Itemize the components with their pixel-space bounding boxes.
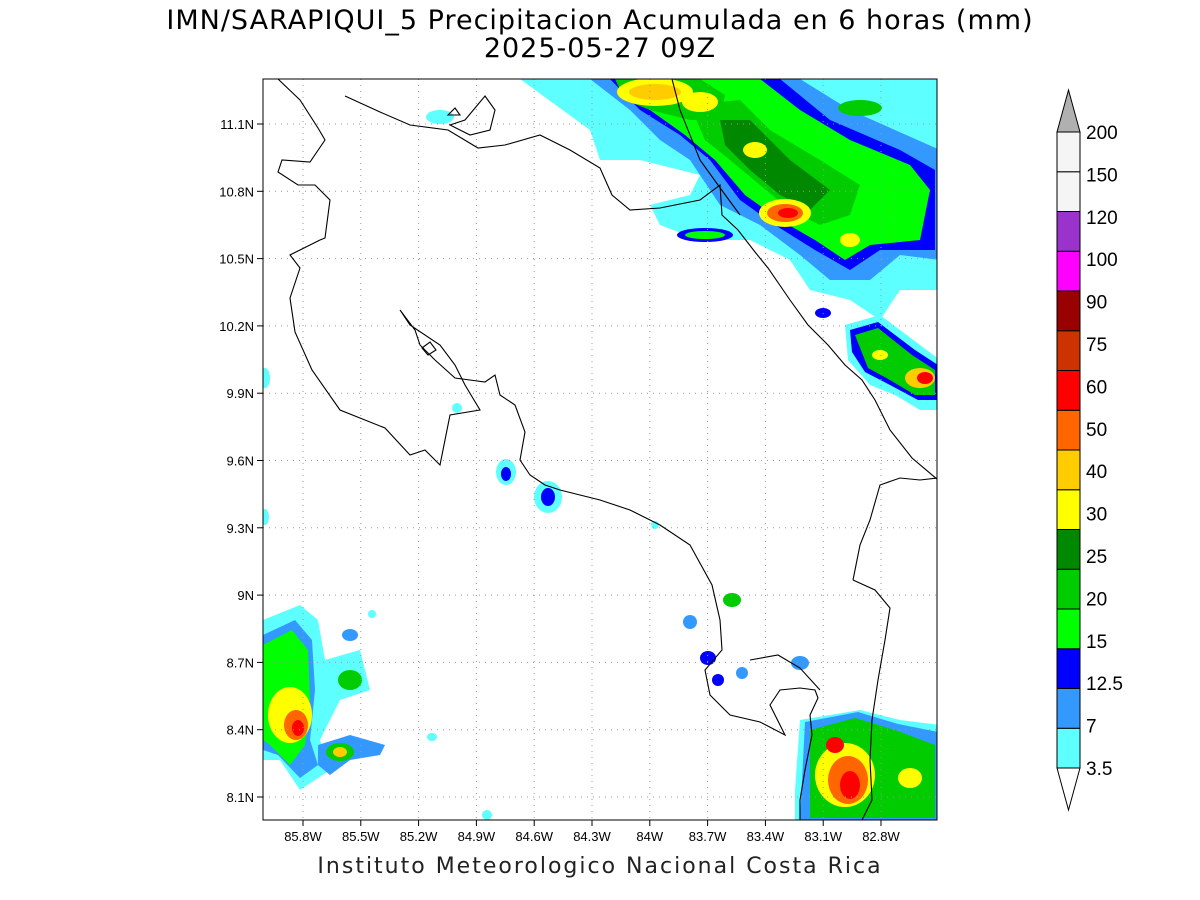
colorbar-level-label: 200 (1086, 123, 1118, 144)
plot-frame (262, 78, 938, 821)
colorbar-level-label: 120 (1086, 208, 1118, 229)
colorbar-arrow-high (1056, 88, 1081, 133)
lon-tick-label: 85.5W (342, 829, 380, 844)
colorbar-swatch (1056, 529, 1081, 570)
lat-tick-label: 8.4N (227, 723, 254, 738)
lon-tick-label: 84.3W (573, 829, 611, 844)
colorbar-swatch (1056, 370, 1081, 411)
colorbar-level-label: 15 (1086, 632, 1107, 653)
colorbar-level-label: 25 (1086, 547, 1107, 568)
colorbar-level-label: 12.5 (1086, 674, 1123, 695)
nicaragua-border (446, 107, 462, 116)
lon-tick-label: 85.2W (400, 829, 438, 844)
lat-tick-label: 10.2N (219, 319, 254, 334)
precipitation-field (263, 79, 937, 820)
lon-tick-label: 83.1W (804, 829, 842, 844)
colorbar-level-label: 90 (1086, 293, 1107, 314)
lat-tick-label: 9.3N (227, 521, 254, 536)
colorbar-legend: 3.5 7 12.5 15 20 25 30 40 50 60 75 90 100 120 150 200 (1056, 88, 1123, 812)
nicoya-gulf-island (421, 341, 437, 356)
rain-cell-southeast (795, 710, 937, 820)
lat-tick-label: 8.1N (227, 790, 254, 805)
coastlines-borders (277, 79, 937, 820)
rain-band-north (520, 79, 937, 320)
colorbar-swatch (1056, 648, 1081, 689)
footer-credit: Instituto Meteorologico Nacional Costa R… (317, 854, 883, 879)
colorbar-swatch (1056, 568, 1081, 610)
colorbar-level-label: 30 (1086, 505, 1107, 526)
latitude-labels: 11.1N 10.8N 10.5N 10.2N 9.9N 9.6N 9.3N 9N 8.7N 8.… (219, 117, 263, 805)
colorbar-level-label: 20 (1086, 589, 1107, 610)
chart-subtitle-datetime: 2025-05-27 09Z (483, 33, 717, 64)
colorbar-swatch (1056, 727, 1081, 769)
lat-tick-label: 9.9N (227, 386, 254, 401)
lon-tick-label: 83.7W (689, 829, 727, 844)
colorbar-level-label: 75 (1086, 335, 1107, 356)
northern-coast (671, 79, 741, 216)
lat-tick-label: 11.1N (220, 117, 254, 132)
pacific-coastline (277, 79, 819, 820)
rain-cells-scattered (263, 110, 831, 820)
colorbar-level-label: 150 (1086, 165, 1118, 186)
colorbar-swatch (1056, 608, 1081, 650)
panama-border (852, 477, 937, 581)
lat-tick-label: 9.6N (227, 454, 254, 469)
lake-shore (448, 95, 496, 136)
colorbar-arrow-low (1056, 767, 1081, 812)
osa-peninsula (749, 654, 821, 691)
colorbar-swatch (1056, 409, 1081, 451)
lat-tick-label: 9N (237, 588, 254, 603)
lon-tick-label: 83.4W (747, 829, 785, 844)
colorbar-swatch (1056, 449, 1081, 491)
colorbar-swatch (1056, 250, 1081, 292)
lat-tick-label: 8.7N (227, 655, 254, 670)
colorbar-swatch (1056, 688, 1081, 729)
caribbean-coastline (344, 95, 937, 480)
lat-tick-label: 10.8N (219, 184, 254, 199)
colorbar-swatch (1056, 131, 1081, 173)
colorbar-level-label: 7 (1086, 717, 1097, 738)
colorbar-level-label: 40 (1086, 462, 1107, 483)
lon-tick-label: 85.8W (284, 829, 322, 844)
colorbar-level-label: 50 (1086, 420, 1107, 441)
lon-tick-label: 82.8W (862, 829, 900, 844)
longitude-labels: 85.8W 85.5W 85.2W 84.9W 84.6W 84.3W 84W 83.7W 83… (284, 820, 901, 844)
colorbar-swatch (1056, 489, 1081, 530)
lat-tick-label: 10.5N (219, 252, 254, 267)
colorbar-level-label: 100 (1086, 250, 1118, 271)
colorbar-swatch (1056, 330, 1081, 371)
colorbar-level-label: 60 (1086, 377, 1107, 398)
chart-title: IMN/SARAPIQUI_5 Precipitacion Acumulada … (166, 5, 1034, 36)
colorbar-swatch (1056, 211, 1081, 252)
lon-tick-label: 84.9W (458, 829, 496, 844)
rain-cell-caribbean-coast (845, 315, 937, 410)
lon-tick-label: 84.6W (515, 829, 553, 844)
map-gridlines (263, 79, 937, 820)
rain-cell-southwest (263, 605, 385, 790)
colorbar-swatch (1056, 290, 1081, 332)
panama-coast (852, 579, 891, 820)
colorbar-level-label: 3.5 (1086, 759, 1112, 780)
lon-tick-label: 84W (636, 829, 663, 844)
colorbar-swatch (1056, 171, 1081, 212)
